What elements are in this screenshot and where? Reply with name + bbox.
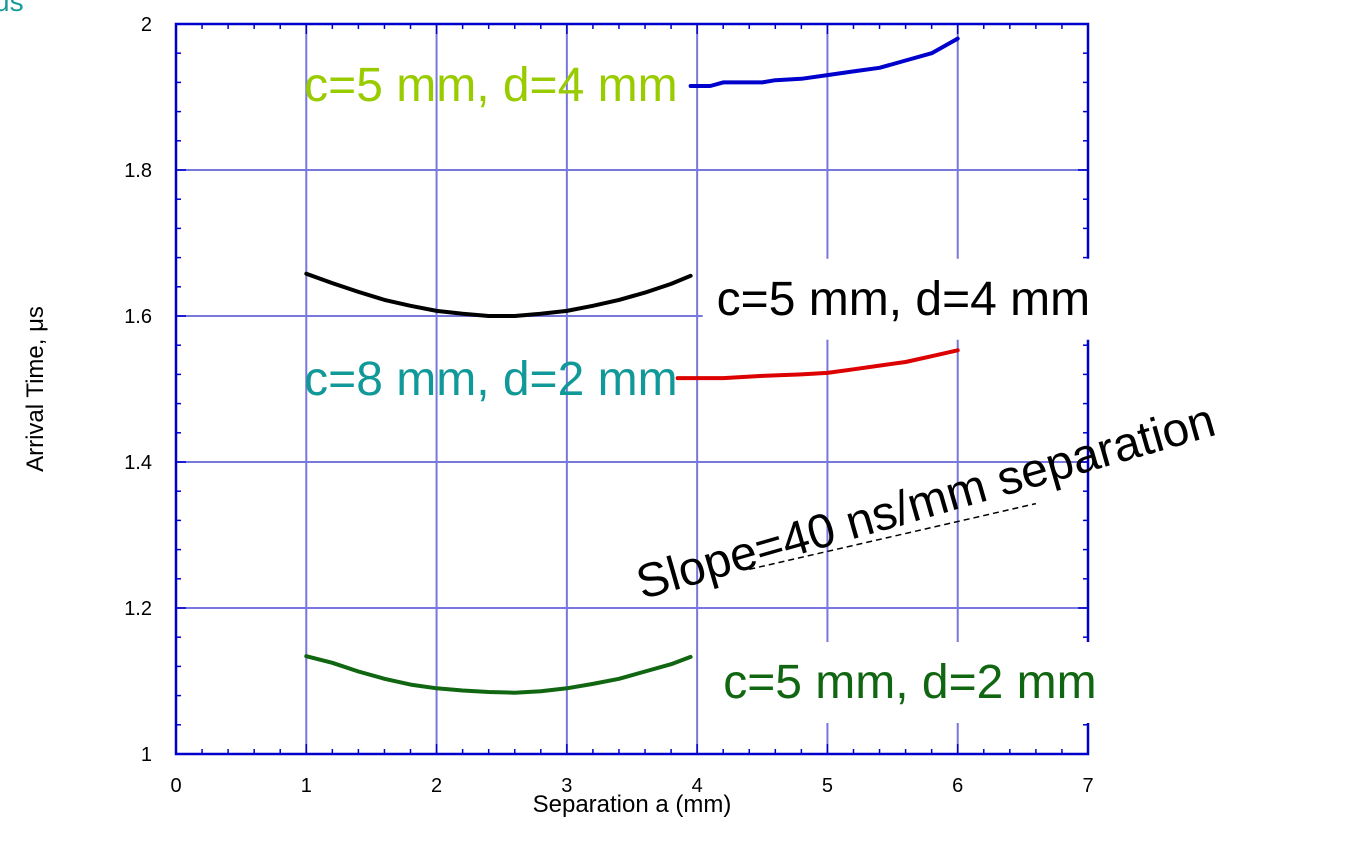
series-line xyxy=(304,271,693,318)
series-annotation-label: c=5 mm, d=4 mm xyxy=(717,273,1090,326)
x-tick-label: 7 xyxy=(1082,775,1093,797)
slope-reference-line xyxy=(749,502,1037,571)
x-tick-label: 0 xyxy=(170,775,181,797)
y-tick-label: 1.4 xyxy=(124,452,152,474)
x-tick-label: 4 xyxy=(692,775,703,797)
x-tick-label: 5 xyxy=(822,775,833,797)
annotation-background xyxy=(702,258,1105,340)
y-tick-label: 1 xyxy=(141,744,152,766)
series-annotation-label: c=5 mm, d=2 mm xyxy=(723,656,1096,709)
y-tick-label: 1.2 xyxy=(124,598,152,620)
series-annotation-label: c=5 mm, d=4 mm xyxy=(304,59,677,112)
corner-text-fragment: us xyxy=(0,0,24,17)
y-axis-title: Arrival Time, μs xyxy=(22,306,49,472)
series-line xyxy=(675,348,960,381)
series-annotation-label: c=8 mm, d=2 mm xyxy=(304,353,677,406)
x-tick-label: 1 xyxy=(301,775,312,797)
x-axis-title: Separation a (mm) xyxy=(533,791,732,818)
annotation-background xyxy=(709,642,1111,723)
y-tick-label: 1.6 xyxy=(124,306,152,328)
y-tick-label: 2 xyxy=(141,14,152,36)
y-tick-label: 1.8 xyxy=(124,160,152,182)
plot-frame xyxy=(174,22,1090,756)
x-tick-label: 3 xyxy=(561,775,572,797)
series-line xyxy=(304,654,693,695)
x-tick-label: 6 xyxy=(952,775,963,797)
series-line xyxy=(688,36,960,88)
x-tick-label: 2 xyxy=(431,775,442,797)
slope-annotation: Slope=40 ns/mm separation xyxy=(631,394,1221,610)
